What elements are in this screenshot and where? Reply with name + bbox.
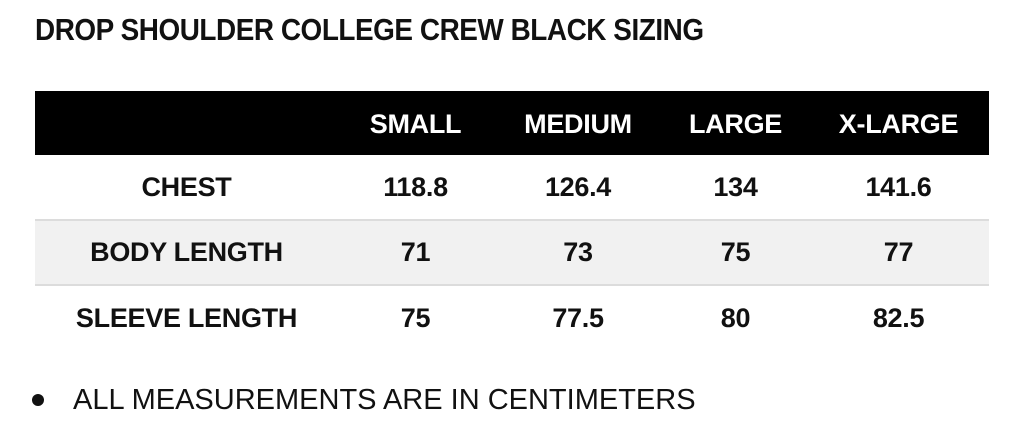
header-size-x-large: X-LARGE	[838, 108, 959, 139]
header-size-medium: MEDIUM	[524, 108, 632, 139]
table-cell: 75	[400, 302, 431, 333]
table-header-row: SMALL MEDIUM LARGE X-LARGE	[35, 91, 989, 155]
table-cell: 126.4	[544, 171, 612, 202]
header-size-large: LARGE	[688, 108, 782, 139]
bullet-icon	[32, 394, 44, 406]
header-blank-cell	[35, 91, 338, 155]
table-row-chest: CHEST 118.8 126.4 134 141.6	[35, 155, 989, 220]
sizing-table: SMALL MEDIUM LARGE X-LARGE CHEST 118.8 1…	[35, 91, 989, 350]
page-title: DROP SHOULDER COLLEGE CREW BLACK SIZING	[35, 12, 704, 47]
notes-list: ALL MEASUREMENTS ARE IN CENTIMETERS	[32, 380, 696, 420]
table-row-sleeve-length: SLEEVE LENGTH 75 77.5 80 82.5	[35, 285, 989, 350]
table-cell: 75	[720, 237, 751, 267]
table-cell: 82.5	[872, 302, 925, 333]
table-cell: 73	[563, 237, 593, 267]
table-cell: 141.6	[865, 171, 932, 202]
table-cell: 71	[400, 237, 431, 267]
header-size-small: SMALL	[369, 108, 462, 139]
row-label: BODY LENGTH	[90, 237, 283, 267]
table-cell: 118.8	[383, 171, 448, 202]
table-cell: 80	[720, 302, 751, 333]
measurement-note: ALL MEASUREMENTS ARE IN CENTIMETERS	[73, 384, 696, 416]
table-row-body-length: BODY LENGTH 71 73 75 77	[35, 220, 989, 285]
row-label: CHEST	[141, 171, 232, 202]
list-item: ALL MEASUREMENTS ARE IN CENTIMETERS	[32, 380, 696, 420]
table-cell: 77.5	[552, 302, 604, 333]
table-cell: 77	[883, 237, 914, 267]
row-label: SLEEVE LENGTH	[75, 302, 298, 333]
table-cell: 134	[713, 171, 758, 202]
